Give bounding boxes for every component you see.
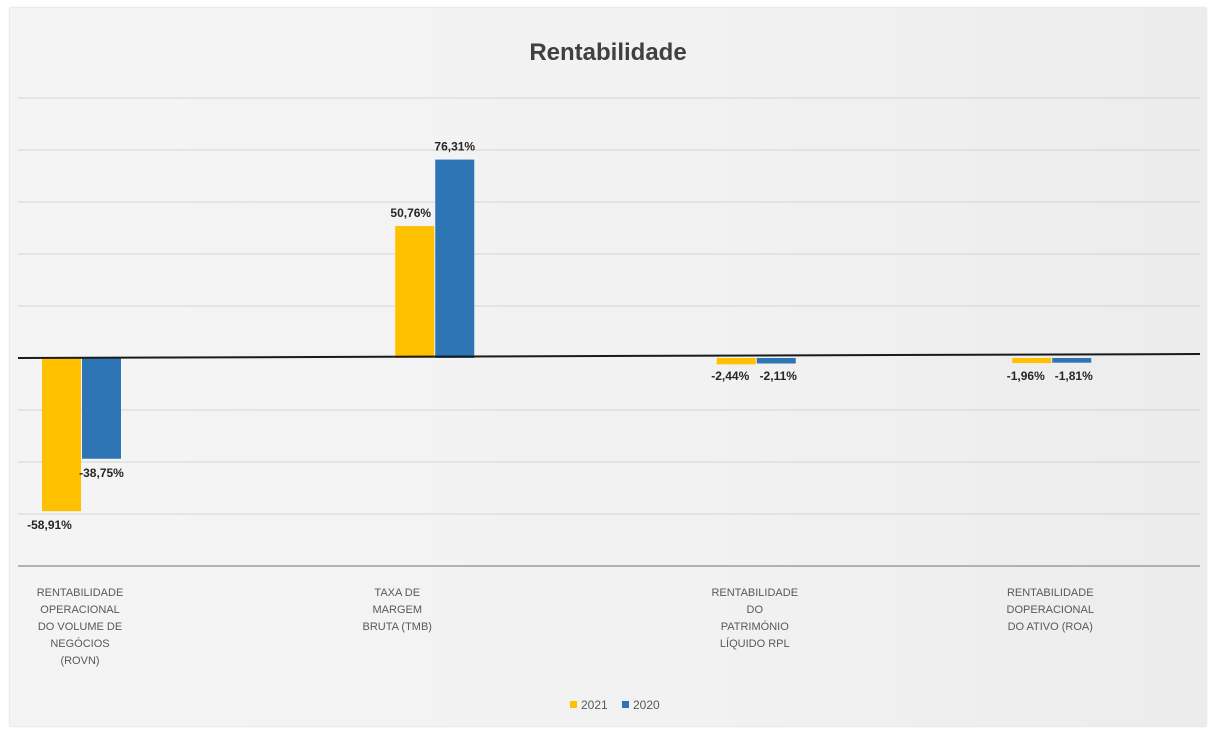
category-label-3: RENTABILIDADE DOPERACIONAL DO ATIVO (ROA) bbox=[1007, 587, 1094, 633]
chart-title: Rentabilidade bbox=[529, 39, 686, 66]
zero-line bbox=[18, 354, 1200, 358]
data-label-2020-3: -1,81% bbox=[1055, 369, 1093, 383]
category-label-0: RENTABILIDADE OPERACIONAL DO VOLUME DE NEGÓ… bbox=[37, 587, 124, 667]
bar-2021-2 bbox=[717, 358, 756, 364]
data-label-2020-0: -38,75% bbox=[79, 466, 124, 480]
bar-2020-1 bbox=[435, 160, 474, 358]
data-label-2021-3: -1,96% bbox=[1007, 369, 1045, 383]
gridlines bbox=[18, 98, 1200, 566]
category-label-2: RENTABILIDADE DO PATRIMÓNIO LÍQUIDO RPL bbox=[711, 587, 798, 650]
bar-2021-3 bbox=[1012, 358, 1051, 363]
zero-axis bbox=[18, 354, 1200, 358]
legend-swatch-2021 bbox=[570, 701, 577, 708]
data-label-2021-0: -58,91% bbox=[27, 518, 72, 532]
data-label-2021-2: -2,44% bbox=[711, 369, 749, 383]
data-labels: -58,91% -38,75% 50,76% 76,31% -2,44% -2,11% -1… bbox=[27, 140, 1093, 533]
legend-swatch-2020 bbox=[622, 701, 629, 708]
bar-2020-0 bbox=[82, 358, 121, 459]
bar-2020-3 bbox=[1052, 358, 1091, 363]
bar-2021-1 bbox=[395, 226, 434, 358]
data-label-2020-2: -2,11% bbox=[760, 369, 798, 383]
data-label-2020-1: 76,31% bbox=[434, 140, 475, 154]
legend: 2021 2020 bbox=[570, 698, 660, 712]
legend-label-2021: 2021 bbox=[581, 698, 608, 712]
bars bbox=[42, 160, 1091, 512]
legend-label-2020: 2020 bbox=[633, 698, 660, 712]
category-labels: RENTABILIDADE OPERACIONAL DO VOLUME DE NEGÓ… bbox=[37, 587, 1094, 667]
bar-2020-2 bbox=[757, 358, 796, 363]
bar-2021-0 bbox=[42, 358, 81, 511]
data-label-2021-1: 50,76% bbox=[390, 206, 431, 220]
category-label-1: TAXA DE MARGEM BRUTA (TMB) bbox=[363, 587, 432, 633]
